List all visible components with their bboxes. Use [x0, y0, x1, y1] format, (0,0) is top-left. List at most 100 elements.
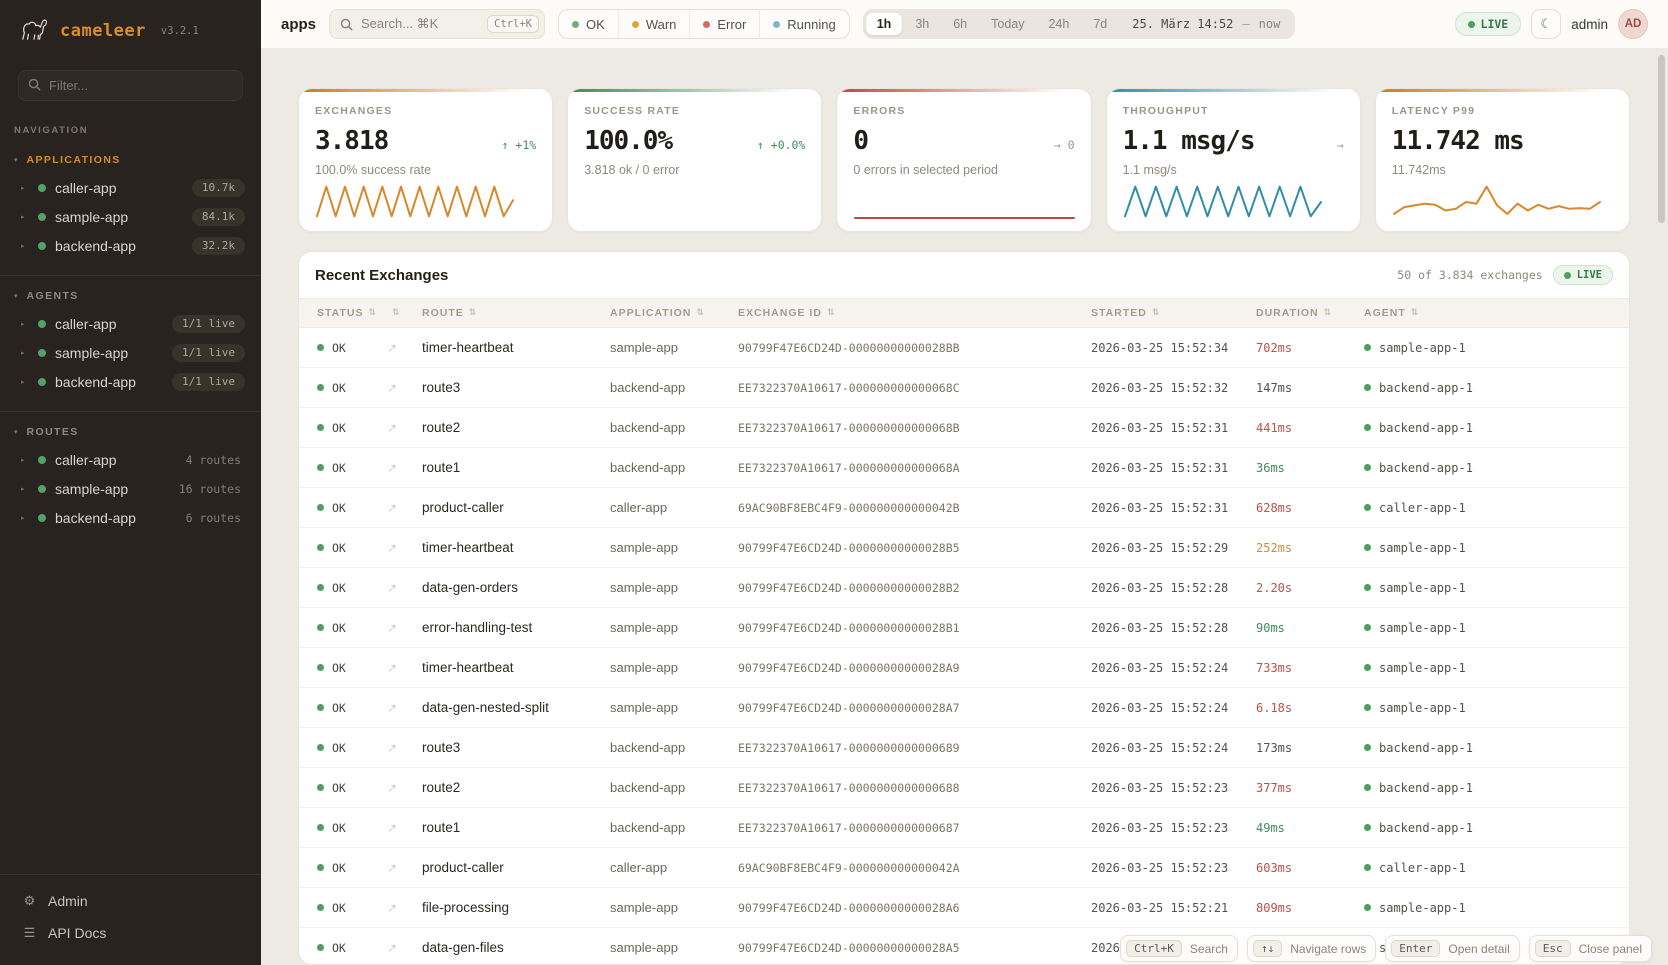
sidebar-item-caller-app[interactable]: ▸ caller-app 10.7k — [0, 173, 261, 202]
sidebar-item-backend-app[interactable]: ▸ backend-app 1/1 live — [0, 367, 261, 396]
table-row[interactable]: OK ↗ route2 backend-app EE7322370A10617-… — [299, 408, 1629, 448]
column-header-duration[interactable]: DURATION ⇅ — [1256, 307, 1333, 319]
card-label: SUCCESS RATE — [584, 105, 681, 117]
column-header-status[interactable]: STATUS ⇅ — [317, 307, 377, 319]
duration-cell: 733ms — [1256, 660, 1293, 675]
open-detail-icon[interactable]: ↗ — [387, 780, 398, 795]
open-detail-icon[interactable]: ↗ — [387, 900, 398, 915]
time-range-24h[interactable]: 24h — [1048, 17, 1070, 31]
sidebar-footer-api-docs[interactable]: ☰ API Docs — [0, 917, 261, 949]
sidebar-item-backend-app[interactable]: ▸ backend-app 32.2k — [0, 231, 261, 260]
table-body: OK ↗ timer-heartbeat sample-app 90799F47… — [299, 328, 1629, 964]
column-header-started[interactable]: STARTED ⇅ — [1091, 307, 1161, 319]
table-row[interactable]: OK ↗ timer-heartbeat sample-app 90799F47… — [299, 648, 1629, 688]
time-range-6h[interactable]: 6h — [953, 17, 968, 31]
started-cell: 2026-03-25 15:52:21 — [1091, 900, 1229, 915]
open-detail-icon[interactable]: ↗ — [387, 420, 398, 435]
status-filter-ok[interactable]: OK — [559, 10, 618, 38]
card-subtitle: 3.818 ok / 0 error — [584, 163, 680, 177]
sidebar-item-sample-app[interactable]: ▸ sample-app 84.1k — [0, 202, 261, 231]
sidebar-section-applications[interactable]: ▾ APPLICATIONS — [0, 147, 261, 173]
search-input[interactable]: Search... ⌘K Ctrl+K — [329, 9, 546, 39]
brand[interactable]: cameleer v3.2.1 — [0, 0, 261, 58]
table-row[interactable]: OK ↗ route3 backend-app EE7322370A10617-… — [299, 368, 1629, 408]
sidebar-footer-admin[interactable]: ⚙ Admin — [0, 885, 261, 917]
open-detail-icon[interactable]: ↗ — [387, 660, 398, 675]
table-row[interactable]: OK ↗ route3 backend-app EE7322370A10617-… — [299, 728, 1629, 768]
status-cell: OK — [317, 461, 387, 475]
duration-cell: 49ms — [1256, 820, 1285, 835]
duration-cell: 702ms — [1256, 340, 1293, 355]
open-detail-icon[interactable]: ↗ — [387, 460, 398, 475]
sidebar-section-routes[interactable]: ▾ ROUTES — [0, 419, 261, 445]
status-filter-error[interactable]: Error — [689, 10, 759, 38]
status-cell: OK — [317, 381, 387, 395]
open-detail-icon[interactable]: ↗ — [387, 740, 398, 755]
status-cell: OK — [317, 661, 387, 675]
duration-cell: 6.18s — [1256, 700, 1293, 715]
status-dot-icon — [1364, 784, 1371, 791]
time-range-today[interactable]: Today — [991, 17, 1025, 31]
sidebar-filter-input[interactable] — [18, 70, 243, 101]
open-detail-icon[interactable]: ↗ — [387, 700, 398, 715]
table-row[interactable]: OK ↗ product-caller caller-app 69AC90BF8… — [299, 848, 1629, 888]
status-dot-icon — [1364, 424, 1371, 431]
table-row[interactable]: OK ↗ product-caller caller-app 69AC90BF8… — [299, 488, 1629, 528]
time-range-1h[interactable]: 1h — [865, 13, 903, 35]
route-cell: data-gen-files — [422, 940, 504, 955]
live-toggle[interactable]: LIVE — [1454, 12, 1522, 36]
sidebar-item-caller-app[interactable]: ▸ caller-app 1/1 live — [0, 309, 261, 338]
sidebar-item-sample-app[interactable]: ▸ sample-app 16 routes — [0, 474, 261, 503]
status-dot-icon — [38, 212, 46, 221]
sidebar-item-badge: 32.2k — [191, 236, 245, 255]
date-range[interactable]: 25. März 14:52 — now — [1120, 17, 1292, 31]
open-detail-icon[interactable]: ↗ — [387, 340, 398, 355]
status-dot-icon — [317, 464, 324, 471]
time-range-3h[interactable]: 3h — [915, 17, 930, 31]
sidebar-section-agents[interactable]: ▾ AGENTS — [0, 283, 261, 309]
status-dot-icon — [317, 704, 324, 711]
open-detail-icon[interactable]: ↗ — [387, 860, 398, 875]
column-header-exchange-id[interactable]: EXCHANGE ID ⇅ — [738, 307, 836, 319]
open-detail-icon[interactable]: ↗ — [387, 820, 398, 835]
time-range-7d[interactable]: 7d — [1093, 17, 1108, 31]
open-detail-icon[interactable]: ↗ — [387, 500, 398, 515]
table-row[interactable]: OK ↗ data-gen-orders sample-app 90799F47… — [299, 568, 1629, 608]
column-header-agent[interactable]: AGENT ⇅ — [1364, 307, 1420, 319]
table-row[interactable]: OK ↗ route1 backend-app EE7322370A10617-… — [299, 448, 1629, 488]
open-detail-icon[interactable]: ↗ — [387, 380, 398, 395]
topbar: apps Search... ⌘K Ctrl+K OK Warn Error R… — [261, 0, 1668, 48]
table-row[interactable]: OK ↗ timer-heartbeat sample-app 90799F47… — [299, 328, 1629, 368]
table-row[interactable]: OK ↗ file-processing sample-app 90799F47… — [299, 888, 1629, 928]
sort-icon: ⇅ — [696, 308, 705, 318]
column-header-application[interactable]: APPLICATION ⇅ — [610, 307, 705, 319]
theme-toggle-button[interactable]: ☾ — [1531, 9, 1562, 39]
sidebar-item-caller-app[interactable]: ▸ caller-app 4 routes — [0, 445, 261, 474]
table-row[interactable]: OK ↗ route1 backend-app EE7322370A10617-… — [299, 808, 1629, 848]
table-live-badge[interactable]: LIVE — [1552, 265, 1613, 285]
table-row[interactable]: OK ↗ timer-heartbeat sample-app 90799F47… — [299, 528, 1629, 568]
table-row[interactable]: OK ↗ data-gen-nested-split sample-app 90… — [299, 688, 1629, 728]
sidebar-item-backend-app[interactable]: ▸ backend-app 6 routes — [0, 503, 261, 532]
avatar[interactable]: AD — [1618, 9, 1648, 39]
status-dot-icon — [1364, 744, 1371, 751]
table-row[interactable]: OK ↗ error-handling-test sample-app 9079… — [299, 608, 1629, 648]
sidebar-item-sample-app[interactable]: ▸ sample-app 1/1 live — [0, 338, 261, 367]
card-accent-bar — [568, 89, 822, 92]
open-detail-icon[interactable]: ↗ — [387, 580, 398, 595]
column-header-expand[interactable]: ⇅ — [387, 308, 422, 318]
stat-card-errors: ERRORS 0 → 0 0 errors in selected period — [836, 88, 1092, 232]
sidebar-sections: ▾ APPLICATIONS ▸ caller-app 10.7k ▸ samp… — [0, 140, 261, 541]
open-detail-icon[interactable]: ↗ — [387, 540, 398, 555]
sidebar-item-badge: 1/1 live — [172, 343, 245, 362]
status-dot-icon — [1364, 824, 1371, 831]
sparkline-chart — [854, 217, 1076, 219]
table-row[interactable]: OK ↗ route2 backend-app EE7322370A10617-… — [299, 768, 1629, 808]
table-header-row: STATUS ⇅ ⇅ ROUTE ⇅ APPLICATION ⇅ EXCHANG… — [299, 298, 1629, 328]
status-filter-warn[interactable]: Warn — [617, 10, 690, 38]
column-header-route[interactable]: ROUTE ⇅ — [422, 307, 478, 319]
status-filter-running[interactable]: Running — [759, 10, 848, 38]
open-detail-icon[interactable]: ↗ — [387, 620, 398, 635]
open-detail-icon[interactable]: ↗ — [387, 940, 398, 955]
scrollbar-thumb[interactable] — [1658, 55, 1665, 223]
